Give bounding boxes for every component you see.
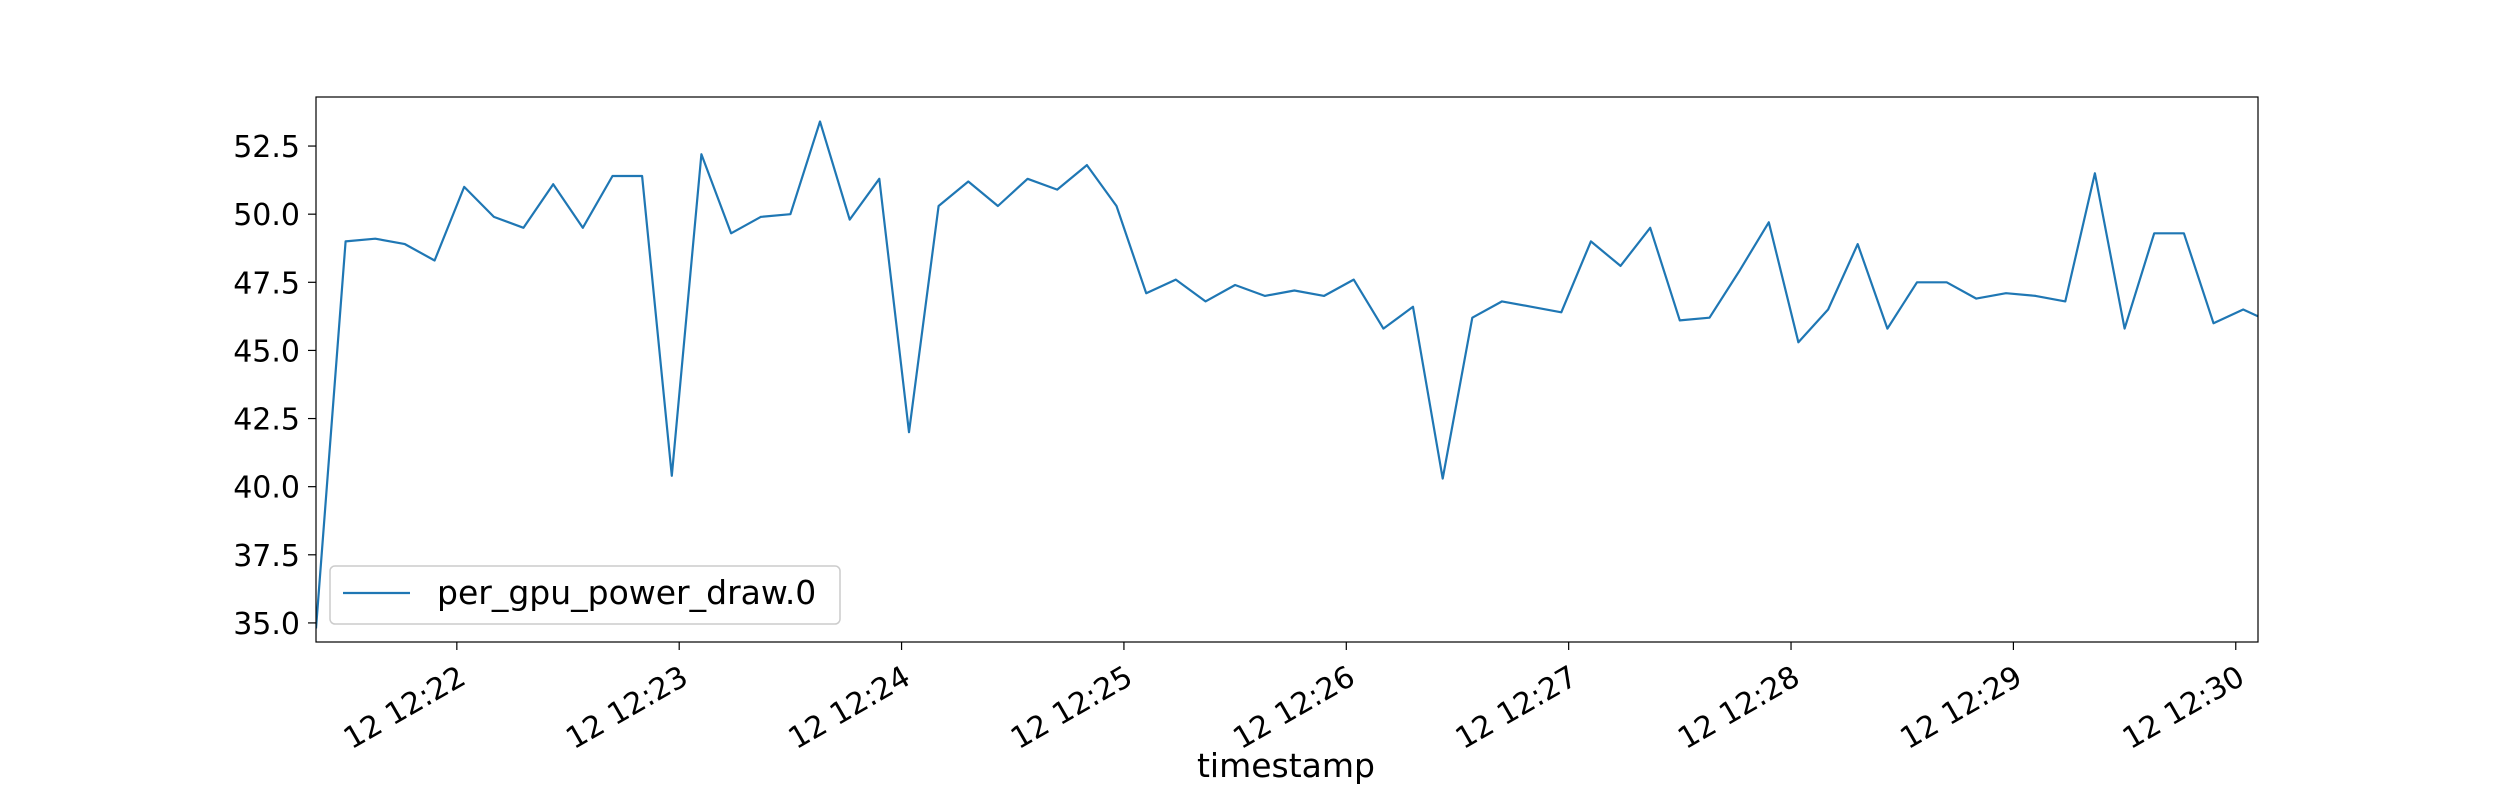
legend-box xyxy=(329,565,841,625)
y-axis: 35.0 37.5 40.0 42.5 45.0 47.5 50.0 52.5 xyxy=(233,130,316,642)
y-tick-label: 37.5 xyxy=(233,539,300,574)
y-tick-label: 50.0 xyxy=(233,198,300,233)
series-line-0 xyxy=(316,120,2258,629)
y-tick-label: 40.0 xyxy=(233,471,300,506)
y-tick-label: 35.0 xyxy=(233,607,300,642)
series-layer xyxy=(316,120,2258,629)
x-axis-label: timestamp xyxy=(1197,746,1375,785)
y-tick-label: 42.5 xyxy=(233,403,300,438)
legend-series-label: per_gpu_power_draw.0 xyxy=(437,573,816,612)
plot-area-frame xyxy=(315,96,2259,643)
y-tick-label: 52.5 xyxy=(233,130,300,165)
y-tick-label: 45.0 xyxy=(233,334,300,369)
legend: per_gpu_power_draw.0 xyxy=(329,565,841,625)
y-tick-label: 47.5 xyxy=(233,266,300,301)
